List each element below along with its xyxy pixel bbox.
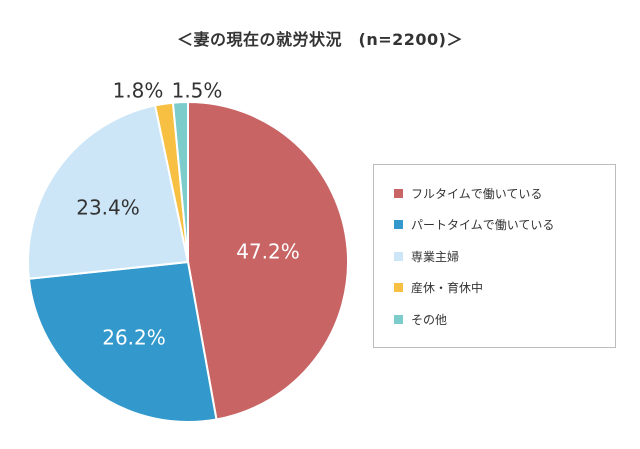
legend-item-maternity-leave: 産休・育休中 bbox=[394, 279, 483, 295]
data-label-full-time: 47.2% bbox=[236, 240, 300, 264]
legend-item-full-time: フルタイムで働いている bbox=[394, 185, 542, 201]
data-label-other: 1.5% bbox=[172, 79, 223, 103]
legend-swatch-part-time bbox=[394, 219, 403, 229]
legend-label-other: その他 bbox=[411, 312, 448, 327]
pie-slice-part-time bbox=[27, 260, 218, 423]
chart-title: ＜妻の現在の就労状況 (n=2200)＞ bbox=[177, 30, 463, 49]
legend-label-housewife: 専業主婦 bbox=[411, 249, 460, 264]
legend-item-other: その他 bbox=[394, 311, 447, 327]
pie-slice-full-time bbox=[187, 100, 350, 421]
data-label-maternity-leave: 1.8% bbox=[113, 79, 164, 103]
pie-slice-other bbox=[171, 100, 189, 263]
legend-item-part-time: パートタイムで働いている bbox=[394, 216, 554, 232]
legend-swatch-full-time bbox=[394, 188, 403, 198]
legend-swatch-other bbox=[394, 314, 403, 324]
legend-swatch-maternity-leave bbox=[394, 282, 403, 292]
legend: フルタイムで働いている パートタイムで働いている 専業主婦産休・育休中 その他 bbox=[373, 164, 616, 348]
legend-label-part-time: パートタイムで働いている bbox=[411, 217, 555, 232]
legend-item-housewife: 専業主婦 bbox=[394, 248, 459, 264]
pie-slice-housewife bbox=[27, 104, 190, 280]
legend-label-maternity-leave: 産休・育休中 bbox=[411, 280, 484, 295]
data-label-housewife: 23.4% bbox=[76, 196, 140, 220]
data-label-part-time: 26.2% bbox=[102, 326, 166, 350]
legend-label-full-time: フルタイムで働いている bbox=[411, 186, 543, 201]
legend-swatch-housewife bbox=[394, 251, 403, 261]
